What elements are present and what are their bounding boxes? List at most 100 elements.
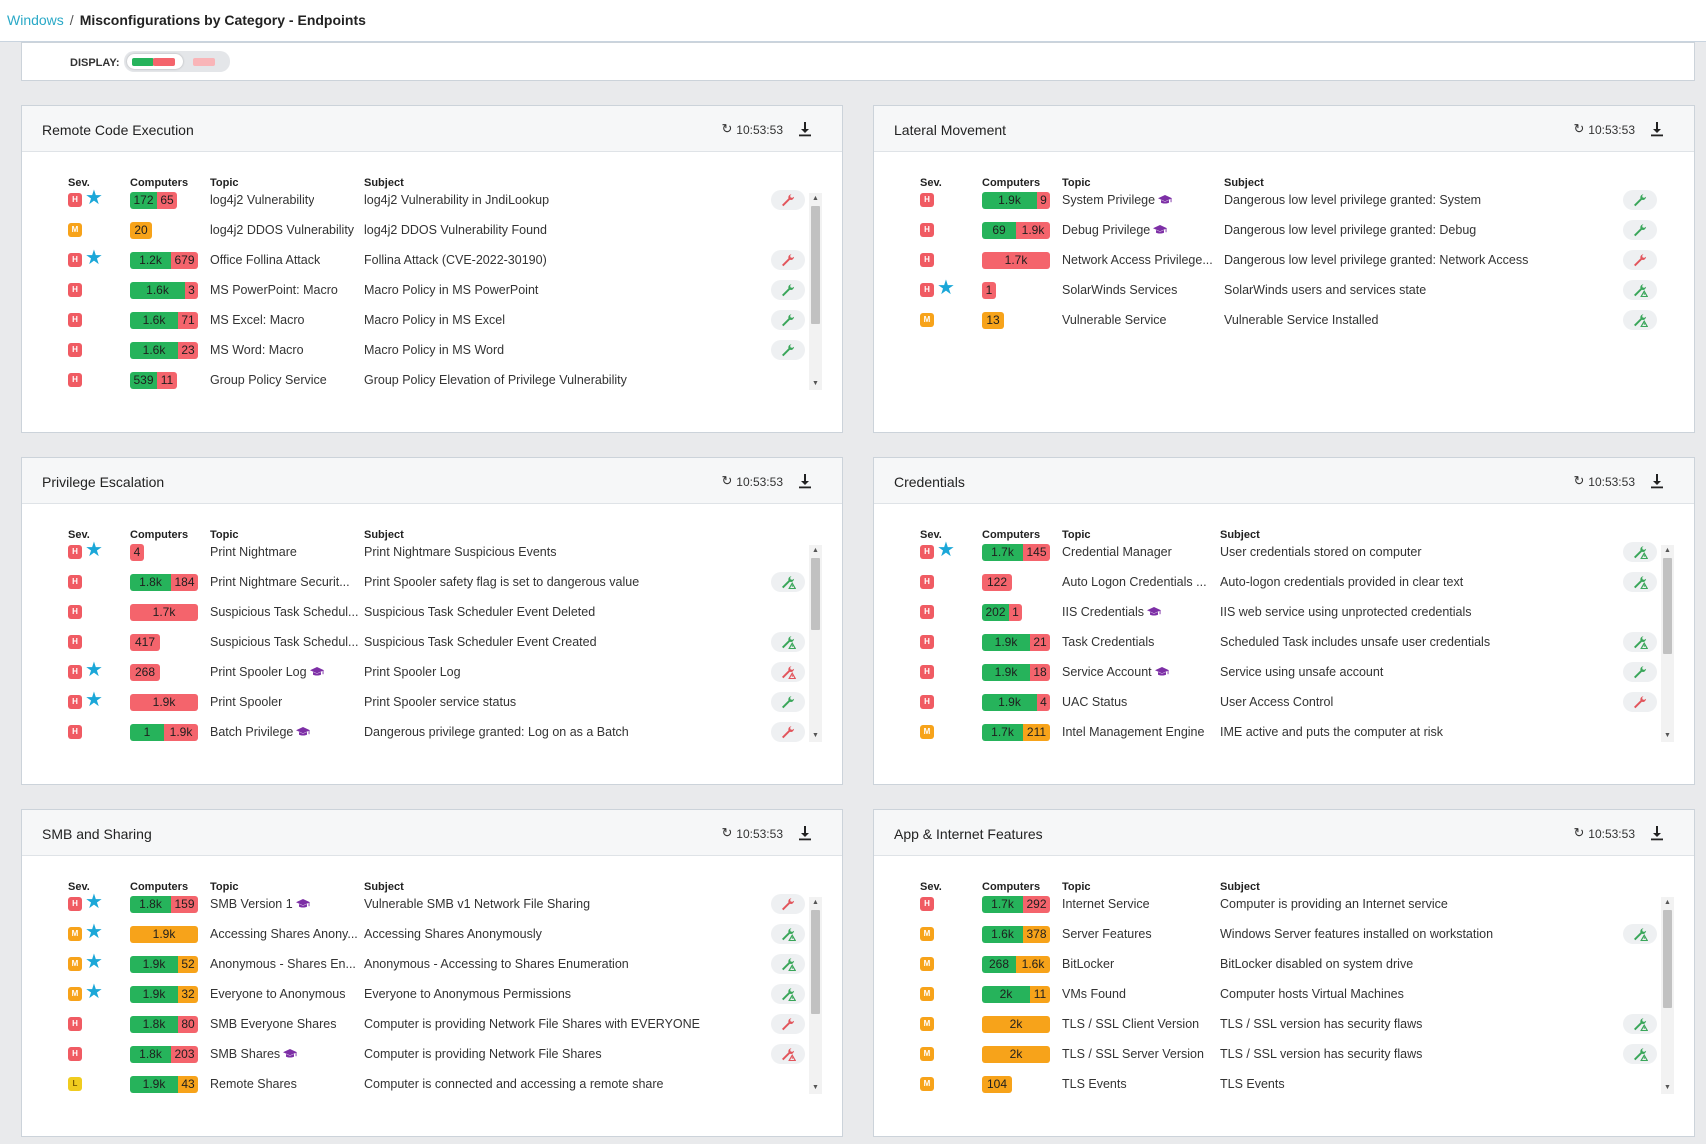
computers-bar[interactable]: 1.9k 52 <box>130 956 198 973</box>
table-row[interactable]: M 2k 11 VMs Found Computer hosts Virtual Mac… <box>874 981 1694 1007</box>
scroll-thumb[interactable] <box>1663 910 1672 1008</box>
row-topic[interactable]: Accessing Shares Anony... <box>210 927 358 941</box>
table-row[interactable]: H 1.8k 203 SMB Shares Computer is providing … <box>22 1041 842 1067</box>
refresh-icon[interactable]: ↻ <box>721 825 733 840</box>
breadcrumb-link-windows[interactable]: Windows <box>7 12 64 28</box>
remediate-wrench-button[interactable] <box>1623 250 1657 270</box>
table-row[interactable]: L 1.9k 43 Remote Shares Computer is connecte… <box>22 1071 842 1097</box>
scroll-up-arrow[interactable]: ▲ <box>1664 547 1671 554</box>
star-icon[interactable]: ★ <box>85 247 103 269</box>
table-row[interactable]: H ★ 1.8k 159 SMB Version 1 Vulnerable SMB v1 … <box>22 891 842 917</box>
row-topic[interactable]: UAC Status <box>1062 695 1127 709</box>
table-row[interactable]: H 1.6k 23 MS Word: Macro Macro Policy in MS … <box>22 337 842 363</box>
star-icon[interactable]: ★ <box>85 951 103 973</box>
row-topic[interactable]: MS Word: Macro <box>210 343 304 357</box>
row-topic[interactable]: Print Nightmare Securit... <box>210 575 350 589</box>
computers-bar[interactable]: 1.7k 145 <box>982 544 1050 561</box>
remediate-wrench-button[interactable] <box>1623 924 1657 944</box>
computers-bar[interactable]: 1.9k <box>130 694 198 711</box>
row-topic[interactable]: VMs Found <box>1062 987 1126 1001</box>
remediate-wrench-button[interactable] <box>1623 220 1657 240</box>
remediate-wrench-button[interactable] <box>1623 310 1657 330</box>
computers-bar[interactable]: 1.9k 21 <box>982 634 1050 651</box>
display-mode-green-red[interactable] <box>127 54 183 69</box>
computers-bar[interactable]: 1.8k 80 <box>130 1016 198 1033</box>
scroll-down-arrow[interactable]: ▼ <box>1664 732 1671 739</box>
remediate-wrench-button[interactable] <box>771 250 805 270</box>
row-topic[interactable]: Service Account <box>1062 665 1169 679</box>
row-topic[interactable]: Print Spooler <box>210 695 282 709</box>
table-row[interactable]: H 1.7k 292 Internet Service Computer is prov… <box>874 891 1694 917</box>
star-icon[interactable]: ★ <box>937 277 955 299</box>
remediate-wrench-button[interactable] <box>1623 692 1657 712</box>
refresh-icon[interactable]: ↻ <box>1573 473 1585 488</box>
remediate-wrench-button[interactable] <box>1623 280 1657 300</box>
table-row[interactable]: H 1 1.9k Batch Privilege Dangerous privilege… <box>22 719 842 745</box>
table-row[interactable]: H 417 Suspicious Task Schedul... Suspicious… <box>22 629 842 655</box>
computers-bar[interactable]: 104 <box>982 1076 1012 1093</box>
remediate-wrench-button[interactable] <box>771 692 805 712</box>
star-icon[interactable]: ★ <box>85 539 103 561</box>
download-icon[interactable] <box>798 825 812 841</box>
row-topic[interactable]: Remote Shares <box>210 1077 297 1091</box>
table-row[interactable]: H 122 Auto Logon Credentials ... Auto-logon… <box>874 569 1694 595</box>
remediate-wrench-button[interactable] <box>1623 542 1657 562</box>
table-row[interactable]: H 1.9k 9 System Privilege Dangerous low leve… <box>874 187 1694 213</box>
scroll-thumb[interactable] <box>1663 558 1672 654</box>
scrollbar[interactable]: ▲ ▼ <box>1661 545 1674 742</box>
table-row[interactable]: M 2k TLS / SSL Client Version TLS / SSL ver… <box>874 1011 1694 1037</box>
row-topic[interactable]: Server Features <box>1062 927 1152 941</box>
scroll-up-arrow[interactable]: ▲ <box>812 195 819 202</box>
star-icon[interactable]: ★ <box>85 689 103 711</box>
star-icon[interactable]: ★ <box>85 659 103 681</box>
remediate-wrench-button[interactable] <box>771 280 805 300</box>
table-row[interactable]: M ★ 1.9k Accessing Shares Anony... Accessing… <box>22 921 842 947</box>
download-icon[interactable] <box>1650 473 1664 489</box>
row-topic[interactable]: TLS Events <box>1062 1077 1127 1091</box>
star-icon[interactable]: ★ <box>85 981 103 1003</box>
remediate-wrench-button[interactable] <box>771 954 805 974</box>
table-row[interactable]: H ★ 1.9k Print Spooler Print Spooler service… <box>22 689 842 715</box>
row-topic[interactable]: log4j2 Vulnerability <box>210 193 314 207</box>
computers-bar[interactable]: 1.9k 4 <box>982 694 1050 711</box>
display-mode-toggle[interactable] <box>124 51 230 72</box>
remediate-wrench-button[interactable] <box>1623 572 1657 592</box>
row-topic[interactable]: Group Policy Service <box>210 373 327 387</box>
computers-bar[interactable]: 268 <box>130 664 160 681</box>
scroll-up-arrow[interactable]: ▲ <box>812 547 819 554</box>
remediate-wrench-button[interactable] <box>771 572 805 592</box>
table-row[interactable]: M ★ 1.9k 52 Anonymous - Shares En... Anonymou… <box>22 951 842 977</box>
remediate-wrench-button[interactable] <box>771 722 805 742</box>
table-row[interactable]: H 1.7k Network Access Privilege... Dangerou… <box>874 247 1694 273</box>
computers-bar[interactable]: 1.9k 32 <box>130 986 198 1003</box>
remediate-wrench-button[interactable] <box>1623 1014 1657 1034</box>
computers-bar[interactable]: 1.8k 184 <box>130 574 198 591</box>
table-row[interactable]: M 2k TLS / SSL Server Version TLS / SSL ver… <box>874 1041 1694 1067</box>
row-topic[interactable]: IIS Credentials <box>1062 605 1161 619</box>
row-topic[interactable]: Internet Service <box>1062 897 1150 911</box>
computers-bar[interactable]: 1.7k 211 <box>982 724 1050 741</box>
table-row[interactable]: H ★ 1 SolarWinds Services SolarWinds users a… <box>874 277 1694 303</box>
row-topic[interactable]: Print Nightmare <box>210 545 297 559</box>
computers-bar[interactable]: 202 1 <box>982 604 1022 621</box>
computers-bar[interactable]: 1.8k 159 <box>130 896 198 913</box>
scrollbar[interactable]: ▲ ▼ <box>1661 897 1674 1094</box>
computers-bar[interactable]: 1.9k <box>130 926 198 943</box>
table-row[interactable]: H 1.6k 3 MS PowerPoint: Macro Macro Policy i… <box>22 277 842 303</box>
table-row[interactable]: H ★ 4 Print Nightmare Print Nightmare Suspic… <box>22 539 842 565</box>
refresh-icon[interactable]: ↻ <box>721 473 733 488</box>
scrollbar[interactable]: ▲ ▼ <box>809 545 822 742</box>
remediate-wrench-button[interactable] <box>1623 1044 1657 1064</box>
table-row[interactable]: M 1.6k 378 Server Features Windows Server fe… <box>874 921 1694 947</box>
remediate-wrench-button[interactable] <box>771 984 805 1004</box>
table-row[interactable]: H 1.9k 18 Service Account Service using unsa… <box>874 659 1694 685</box>
table-row[interactable]: H 1.8k 80 SMB Everyone Shares Computer is pr… <box>22 1011 842 1037</box>
computers-bar[interactable]: 1.9k 9 <box>982 192 1050 209</box>
computers-bar[interactable]: 172 65 <box>130 192 177 209</box>
table-row[interactable]: M 104 TLS Events TLS Events <box>874 1071 1694 1097</box>
download-icon[interactable] <box>798 121 812 137</box>
computers-bar[interactable]: 417 <box>130 634 160 651</box>
computers-bar[interactable]: 1.9k 18 <box>982 664 1050 681</box>
row-topic[interactable]: SMB Everyone Shares <box>210 1017 336 1031</box>
scroll-down-arrow[interactable]: ▼ <box>1664 1084 1671 1091</box>
